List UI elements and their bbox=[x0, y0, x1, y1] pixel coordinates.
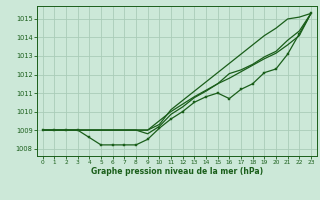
X-axis label: Graphe pression niveau de la mer (hPa): Graphe pression niveau de la mer (hPa) bbox=[91, 167, 263, 176]
